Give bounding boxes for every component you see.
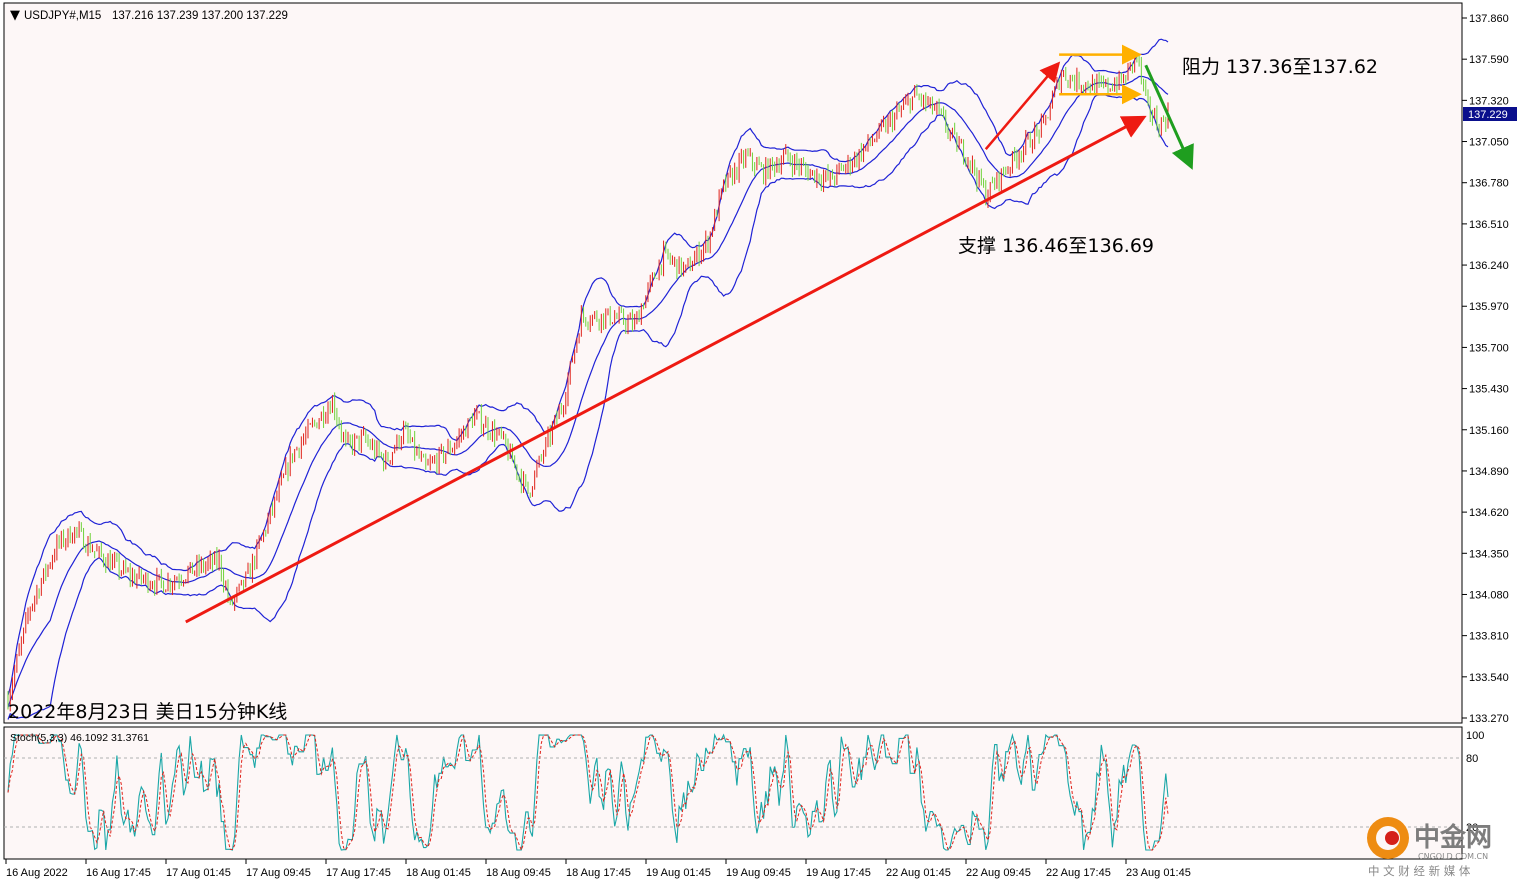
candles [7,53,1169,712]
price-tick-label: 136.510 [1469,219,1509,231]
time-tick-label: 18 Aug 17:45 [566,867,631,879]
downtrend-arrow [1144,64,1194,170]
band-middle [7,75,1169,708]
stoch-level-label: 80 [1466,753,1478,765]
watermark-sub: CNGOLD.COM.CN [1418,852,1488,861]
time-tick-label: 16 Aug 17:45 [86,867,151,879]
chart-overlay-title: 2022年8月23日 美日15分钟K线 [8,701,287,723]
price-tick-label: 134.350 [1469,548,1509,560]
main-panel [3,2,1463,724]
stoch-lines [7,733,1169,852]
price-tick-label: 135.160 [1469,425,1509,437]
stoch-main-line [7,733,1169,851]
price-tick-label: 137.320 [1469,95,1509,107]
watermark: 中金网 CNGOLD.COM.CN 中 文 财 经 新 媒 体 [1367,817,1492,878]
time-tick-label: 19 Aug 17:45 [806,867,871,879]
resistance-annotation: 阻力 137.36至137.62 [1182,56,1378,78]
support-trendline [185,115,1147,624]
time-tick-label: 17 Aug 17:45 [326,867,391,879]
price-tick-label: 137.860 [1469,13,1509,25]
time-tick-label: 22 Aug 09:45 [966,867,1031,879]
stoch-signal-line [7,734,1169,852]
time-tick-label: 16 Aug 2022 [6,867,68,879]
time-tick-label: 18 Aug 01:45 [406,867,471,879]
symbol-label: USDJPY#,M15 [24,10,101,22]
price-tick-label: 135.700 [1469,342,1509,354]
time-tick-label: 23 Aug 01:45 [1126,867,1191,879]
support-annotation: 支撑 136.46至136.69 [958,235,1154,257]
time-tick-label: 19 Aug 09:45 [726,867,791,879]
price-tick-label: 133.810 [1469,631,1509,643]
watermark-tagline: 中 文 财 经 新 媒 体 [1368,864,1471,878]
price-tick-label: 136.780 [1469,178,1509,190]
price-tick-label: 137.590 [1469,54,1509,66]
price-tick-label: 133.270 [1469,713,1509,725]
price-tick-label: 133.540 [1469,672,1509,684]
time-tick-label: 18 Aug 09:45 [486,867,551,879]
price-tick-label: 135.430 [1469,384,1509,396]
time-tick-label: 17 Aug 01:45 [166,867,231,879]
time-tick-label: 22 Aug 17:45 [1046,867,1111,879]
current-price-label: 137.229 [1468,109,1508,121]
price-tick-label: 136.240 [1469,260,1509,272]
stoch-label: Stoch(5,3,3) 46.1092 31.3761 [10,732,149,744]
watermark-brand: 中金网 [1414,822,1492,853]
price-tick-label: 134.080 [1469,589,1509,601]
ohlc-values: 137.216 137.239 137.200 137.229 [112,10,288,22]
price-tick-label: 134.890 [1469,466,1509,478]
price-tick-label: 134.620 [1469,507,1509,519]
price-axis: 137.860 137.590 137.320 137.050 136.780 136.5… [1462,13,1509,725]
band-lower [7,94,1169,720]
price-tick-label: 137.050 [1469,137,1509,149]
rally-arrow [984,61,1061,150]
current-price-marker [1463,107,1517,121]
time-tick-label: 17 Aug 09:45 [246,867,311,879]
time-axis: 16 Aug 2022 16 Aug 17:45 17 Aug 01:45 17 Au… [5,859,1191,879]
symbol-triangle-icon[interactable]: ▼ [10,8,20,23]
time-tick-label: 19 Aug 01:45 [646,867,711,879]
annotation-arrows [185,44,1194,624]
stoch-level-label: 100 [1466,730,1484,742]
stoch-axis: 100 80 20 [4,730,1484,834]
price-tick-label: 135.970 [1469,301,1509,313]
stoch-panel [3,726,1463,860]
stoch-level-label: 20 [1466,822,1478,834]
time-tick-label: 22 Aug 01:45 [886,867,951,879]
